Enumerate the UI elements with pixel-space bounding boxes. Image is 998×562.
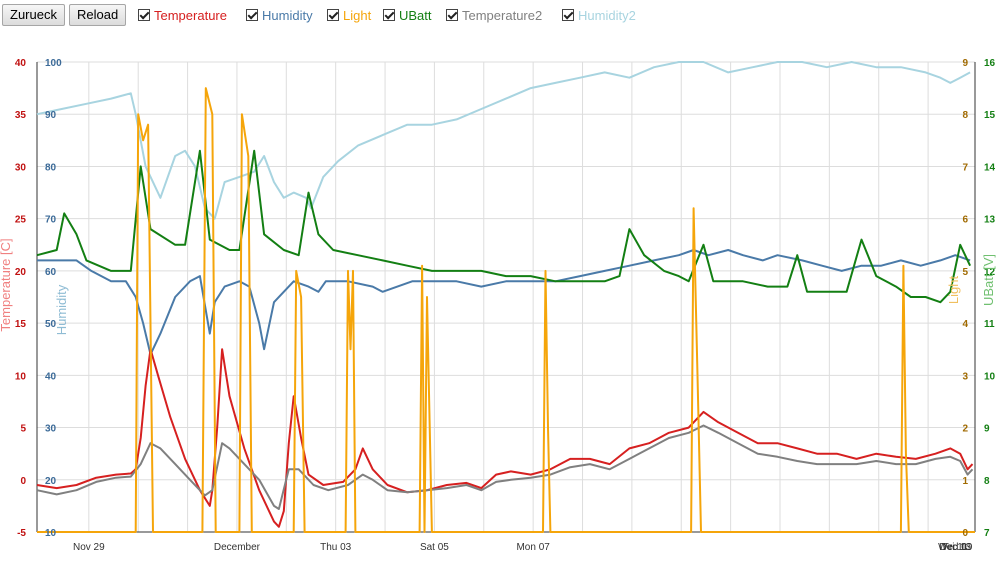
x-tick-label: December xyxy=(214,542,261,553)
sensor-chart[interactable]: -505101520253035401020304050607080901000… xyxy=(0,30,998,562)
light-tick-label: 3 xyxy=(962,371,968,382)
light-axis-title: Light xyxy=(946,276,961,305)
light-tick-label: 1 xyxy=(962,476,968,487)
toggle-light-label: Light xyxy=(343,7,372,23)
checkbox-temperature2[interactable] xyxy=(446,9,458,21)
x-tick-label: Sat 05 xyxy=(420,542,449,553)
light-tick-label: 6 xyxy=(962,215,968,226)
temperature-tick-label: 5 xyxy=(20,424,26,435)
checkbox-temperature[interactable] xyxy=(138,9,150,21)
checkbox-ubatt[interactable] xyxy=(383,9,395,21)
toggle-humidity2-label: Humidity2 xyxy=(578,7,636,23)
toggle-ubatt[interactable]: UBatt xyxy=(383,5,432,25)
series-line-humidity xyxy=(37,249,971,356)
light-tick-label: 0 xyxy=(962,528,968,539)
series-line-humidity2 xyxy=(36,61,971,220)
temperature-tick-label: 20 xyxy=(15,267,27,278)
toolbar: Zurueck Reload Temperature Humidity Ligh… xyxy=(0,0,998,30)
ubatt-tick-label: 10 xyxy=(984,371,996,382)
ubatt-tick-label: 12 xyxy=(984,267,996,278)
toggle-temperature2[interactable]: Temperature2 xyxy=(446,5,542,25)
humidity-tick-label: 10 xyxy=(45,528,57,539)
checkbox-light[interactable] xyxy=(327,9,339,21)
temperature-tick-label: 40 xyxy=(15,58,27,69)
reload-button[interactable]: Reload xyxy=(69,4,127,26)
ubatt-tick-label: 9 xyxy=(984,424,990,435)
toggle-humidity2[interactable]: Humidity2 xyxy=(562,5,636,25)
back-button[interactable]: Zurueck xyxy=(2,4,65,26)
light-tick-label: 9 xyxy=(962,58,968,69)
humidity-tick-label: 90 xyxy=(45,110,57,121)
temperature-axis-title: Temperature [C] xyxy=(0,238,13,331)
series-line-light xyxy=(37,87,975,533)
light-tick-label: 4 xyxy=(962,319,968,330)
ubatt-axis-title: UBatt [V] xyxy=(981,254,996,306)
light-tick-label: 5 xyxy=(962,267,968,278)
humidity-tick-label: 40 xyxy=(45,371,57,382)
ubatt-tick-label: 16 xyxy=(984,58,996,69)
toggle-light[interactable]: Light xyxy=(327,5,371,25)
light-tick-label: 2 xyxy=(962,424,968,435)
ubatt-tick-label: 8 xyxy=(984,476,990,487)
x-tick-label: Mon 07 xyxy=(516,542,550,553)
temperature-tick-label: 0 xyxy=(20,476,26,487)
humidity-axis-title: Humidity xyxy=(54,284,69,335)
toggle-humidity-label: Humidity xyxy=(262,7,313,23)
toggle-ubatt-label: UBatt xyxy=(399,7,432,23)
ubatt-tick-label: 11 xyxy=(984,319,995,330)
checkbox-humidity2[interactable] xyxy=(562,9,574,21)
toggle-temperature-label: Temperature xyxy=(154,7,227,23)
x-tick-label: Thu 03 xyxy=(320,542,352,553)
series-line-ubatt xyxy=(36,149,972,304)
toggle-humidity[interactable]: Humidity xyxy=(246,5,313,25)
humidity-tick-label: 100 xyxy=(45,58,62,69)
humidity-tick-label: 80 xyxy=(45,162,57,173)
humidity-tick-label: 70 xyxy=(45,215,57,226)
x-tick-label: Dec 13 xyxy=(939,542,971,553)
x-tick-label: Fri 11 xyxy=(943,542,968,553)
x-tick-label: Nov 29 xyxy=(73,542,105,553)
humidity-tick-label: 50 xyxy=(45,319,57,330)
humidity-tick-label: 20 xyxy=(45,476,57,487)
toggle-temperature2-label: Temperature2 xyxy=(462,7,543,23)
x-tick-label: Wed 09 xyxy=(938,542,973,553)
light-tick-label: 8 xyxy=(962,110,968,121)
humidity-tick-label: 30 xyxy=(45,424,57,435)
temperature-tick-label: 10 xyxy=(15,371,27,382)
temperature-tick-label: 25 xyxy=(15,215,27,226)
temperature-tick-label: 15 xyxy=(15,319,27,330)
temperature-tick-label: -5 xyxy=(17,528,26,539)
ubatt-tick-label: 13 xyxy=(984,215,996,226)
checkbox-humidity[interactable] xyxy=(246,9,258,21)
series-line-temperature2 xyxy=(36,424,974,510)
series-line-temperature xyxy=(36,348,974,528)
ubatt-tick-label: 7 xyxy=(984,528,990,539)
ubatt-tick-label: 15 xyxy=(984,110,996,121)
light-tick-label: 7 xyxy=(962,162,968,173)
toggle-temperature[interactable]: Temperature xyxy=(138,5,227,25)
humidity-tick-label: 60 xyxy=(45,267,57,278)
temperature-tick-label: 35 xyxy=(15,110,27,121)
temperature-tick-label: 30 xyxy=(15,162,27,173)
ubatt-tick-label: 14 xyxy=(984,162,996,173)
